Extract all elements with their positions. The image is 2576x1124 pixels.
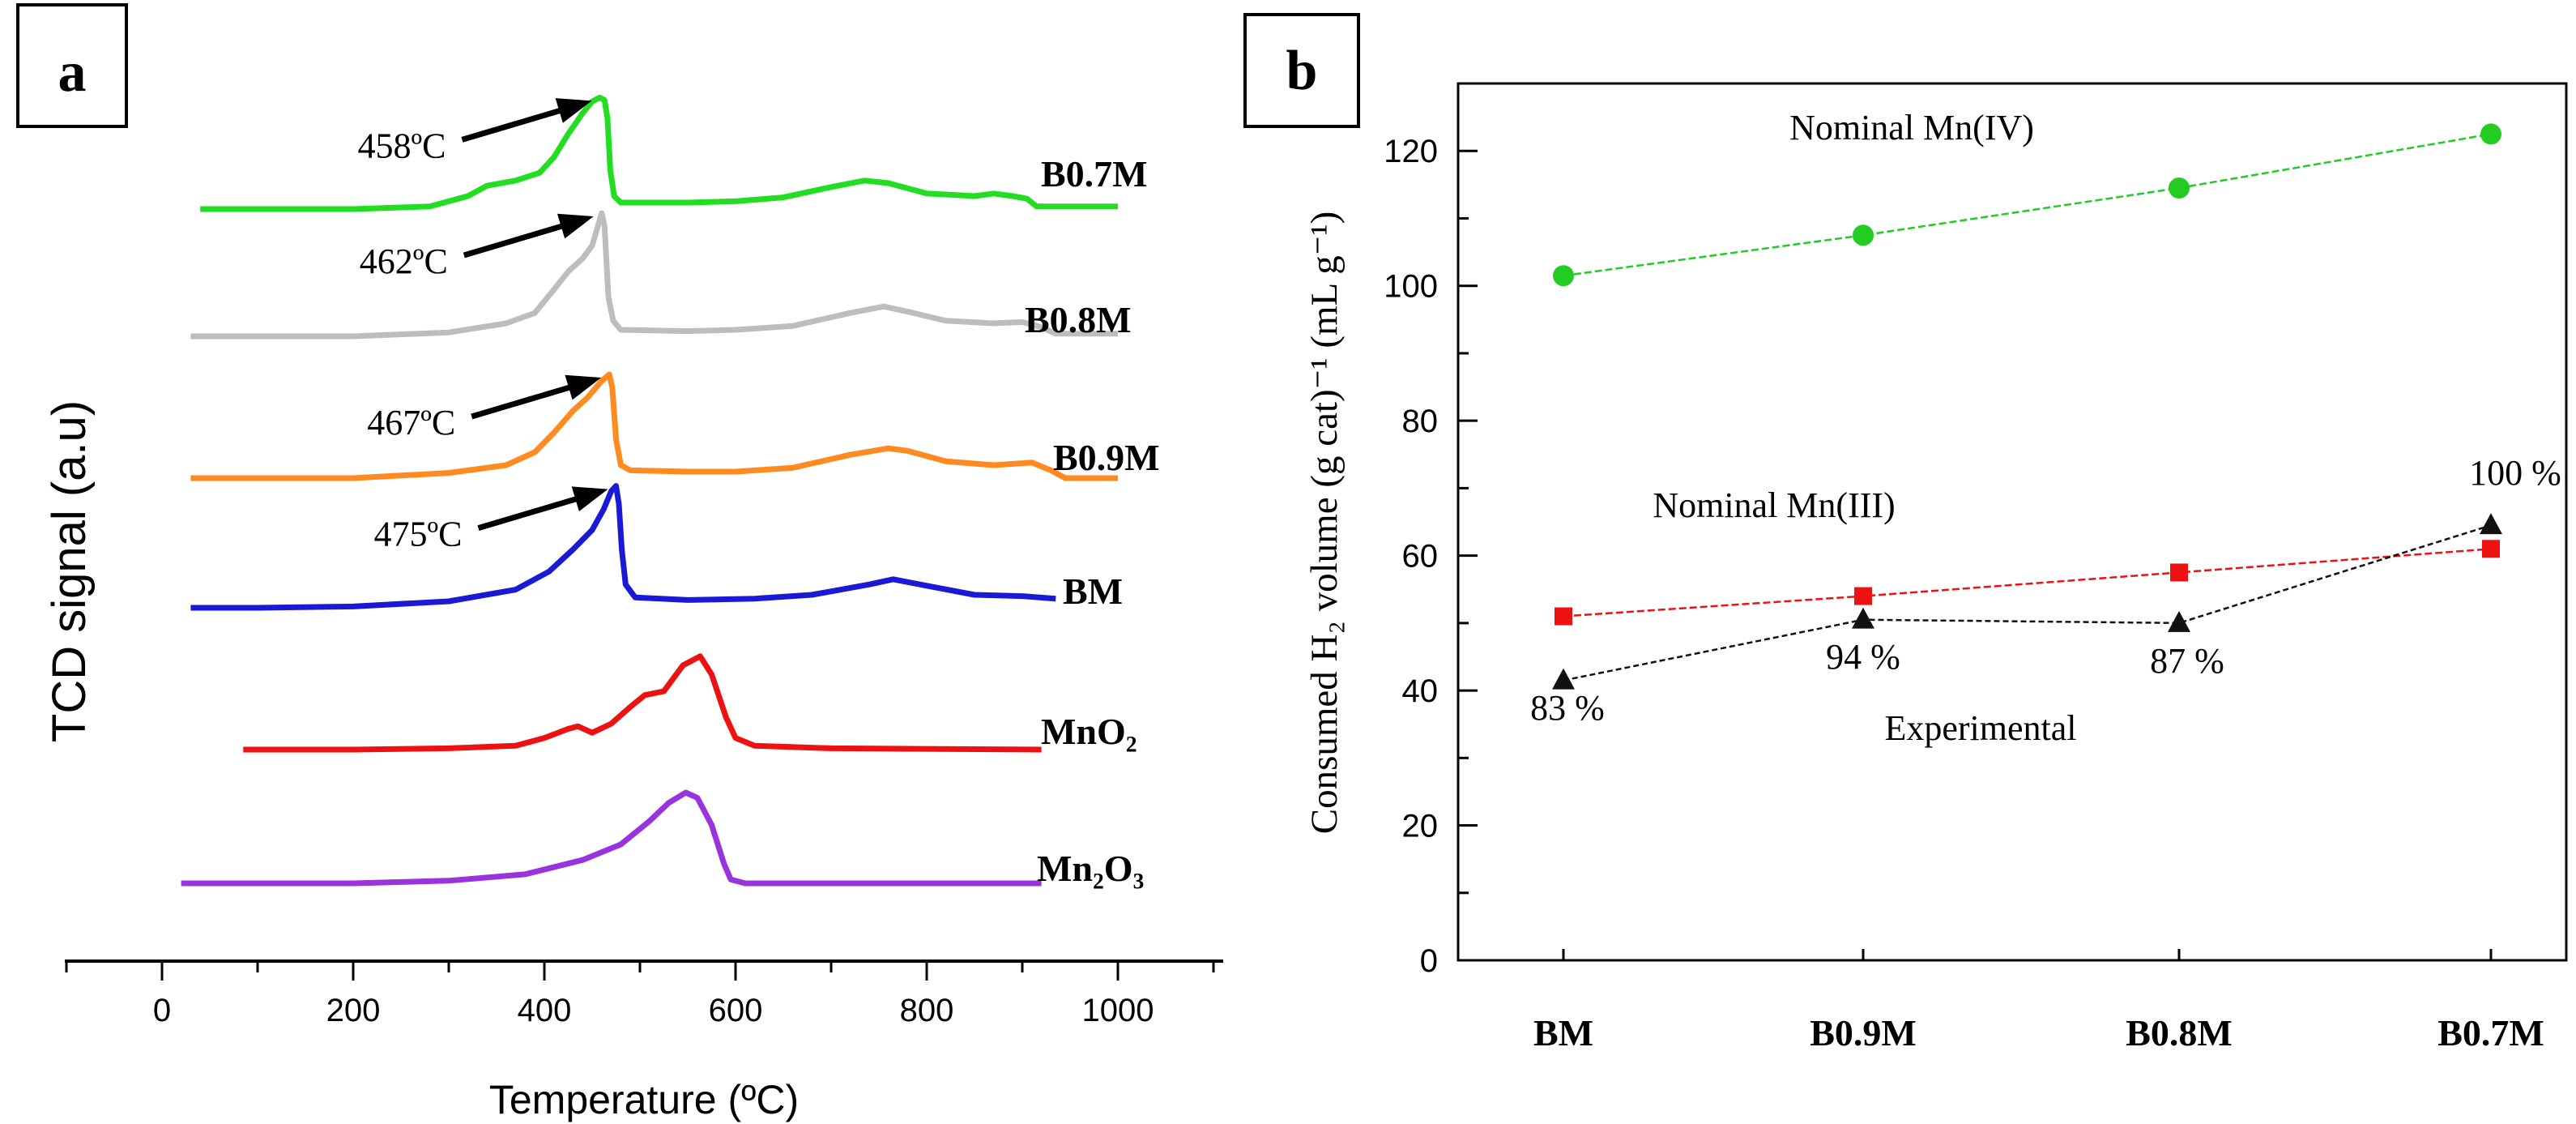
point-label: 100 % [2469, 453, 2561, 493]
panel-b-label: b [1286, 40, 1318, 102]
peak-label-b0-9m: 467ºC [367, 403, 455, 442]
series-label-mn-o: Mn₂O₃ [1037, 848, 1144, 889]
data-point-nominal-mn-iv [2169, 177, 2190, 199]
peak-arrow-b0-7m [461, 104, 575, 143]
panel-b: b 0 20 40 60 80 100 120 BM B0.9M B0.8M B0.7M 83 %… [1243, 13, 2568, 1053]
data-point-experimental [2480, 513, 2502, 535]
series-label-b0-9m: B0.9M [1053, 437, 1160, 478]
data-point-nominal-mn-iii [2482, 540, 2500, 558]
peak-arrow-bm [477, 492, 591, 531]
panel-b-plot-frame [1456, 82, 2568, 962]
peak-arrowhead-b0-9m [565, 374, 602, 400]
x-tick-label: 600 [709, 993, 763, 1028]
peak-arrowhead-bm [571, 486, 608, 511]
panel-a-x-axis-label: Temperature (ºC) [489, 1077, 799, 1122]
category-label-b0-7m: B0.7M [2437, 1012, 2544, 1053]
peak-arrowhead-b0-7m [555, 98, 592, 123]
panel-a-label: a [58, 41, 87, 104]
panel-b-series-labels: Nominal Mn(IV) Nominal Mn(III) Experimenta… [1653, 108, 2076, 748]
panel-a-annotations: 458ºC 462ºC 467ºC 475ºC [357, 98, 608, 554]
series-label-bm: BM [1063, 571, 1123, 612]
series-line-nominal-mn-iv [1563, 133, 2492, 277]
series-line-mn-o [181, 789, 1042, 887]
x-tick-label: 200 [326, 993, 381, 1028]
category-label-bm: BM [1533, 1012, 1593, 1053]
series-line-bm [190, 483, 1056, 611]
panel-a: a 0 200 400 600 800 1000 B0.7M B0.8M B0.9M BM MnO… [16, 3, 1223, 1122]
y-tick-label: 100 [1384, 269, 1438, 305]
x-tick-label: 1000 [1082, 993, 1154, 1028]
y-tick-label: 80 [1402, 404, 1439, 439]
series-line-b0-9m [190, 371, 1118, 481]
data-point-experimental [2168, 610, 2190, 632]
series-label-b0-8m: B0.8M [1025, 299, 1132, 340]
point-label: 94 % [1826, 637, 1900, 677]
panel-b-category-labels: BM B0.9M B0.8M B0.7M [1533, 949, 2544, 1053]
peak-arrowhead-b0-8m [557, 213, 594, 239]
x-tick-label: 0 [153, 993, 171, 1028]
data-point-nominal-mn-iv [2480, 123, 2501, 145]
panel-a-y-axis-label: TCD signal (a.u) [43, 400, 96, 742]
point-label: 83 % [1530, 688, 1605, 728]
y-tick-label: 40 [1402, 673, 1439, 709]
panel-b-y-axis-label: Consumed H₂ volume (g cat)⁻¹ (mL g⁻¹) [1303, 212, 1346, 835]
category-label-b0-9m: B0.9M [1810, 1012, 1917, 1053]
series-label-b0-7m: B0.7M [1041, 153, 1148, 194]
x-tick-label: 400 [518, 993, 572, 1028]
peak-label-bm: 475ºC [374, 515, 463, 554]
panel-b-label-box [1243, 13, 1360, 128]
data-point-nominal-mn-iii [2170, 563, 2188, 582]
series-line-mno [243, 653, 1042, 753]
series-label-nominal-mn-iii: Nominal Mn(III) [1653, 485, 1895, 525]
data-point-experimental [1852, 607, 1874, 629]
category-label-b0-8m: B0.8M [2126, 1012, 2233, 1053]
series-line-nominal-mn-iii [1563, 548, 2492, 618]
point-label: 87 % [2150, 641, 2224, 681]
panel-a-x-ticks: 0 200 400 600 800 1000 [65, 961, 1215, 1028]
data-point-nominal-mn-iii [1555, 607, 1572, 626]
peak-arrow-b0-9m [471, 380, 585, 420]
data-point-nominal-mn-iv [1553, 265, 1574, 287]
peak-arrow-b0-8m [463, 219, 577, 259]
data-point-nominal-mn-iii [1854, 587, 1872, 605]
y-tick-label: 120 [1384, 134, 1438, 169]
series-label-experimental: Experimental [1884, 708, 2076, 748]
y-tick-label: 0 [1420, 943, 1438, 979]
peak-label-b0-7m: 458ºC [357, 126, 446, 165]
series-label-nominal-mn-iv: Nominal Mn(IV) [1789, 108, 2034, 147]
y-tick-label: 60 [1402, 539, 1439, 575]
x-tick-label: 800 [900, 993, 954, 1028]
data-point-experimental [1552, 668, 1575, 690]
panel-b-y-ticks: 0 20 40 60 80 100 120 [1384, 82, 1478, 979]
peak-label-b0-8m: 462ºC [360, 241, 448, 281]
series-line-b0-8m [190, 210, 1118, 340]
data-point-nominal-mn-iv [1853, 224, 1874, 246]
panel-a-series: B0.7M B0.8M B0.9M BM MnO₂ Mn₂O₃ [181, 94, 1160, 889]
series-line-experimental [1563, 524, 2492, 682]
panel-a-label-box [16, 3, 128, 128]
panel-b-series: 83 % 94 % 87 % 100 % [1530, 123, 2561, 728]
series-line-b0-7m [200, 94, 1118, 212]
series-label-mno: MnO₂ [1041, 711, 1137, 752]
y-tick-label: 20 [1402, 809, 1439, 844]
